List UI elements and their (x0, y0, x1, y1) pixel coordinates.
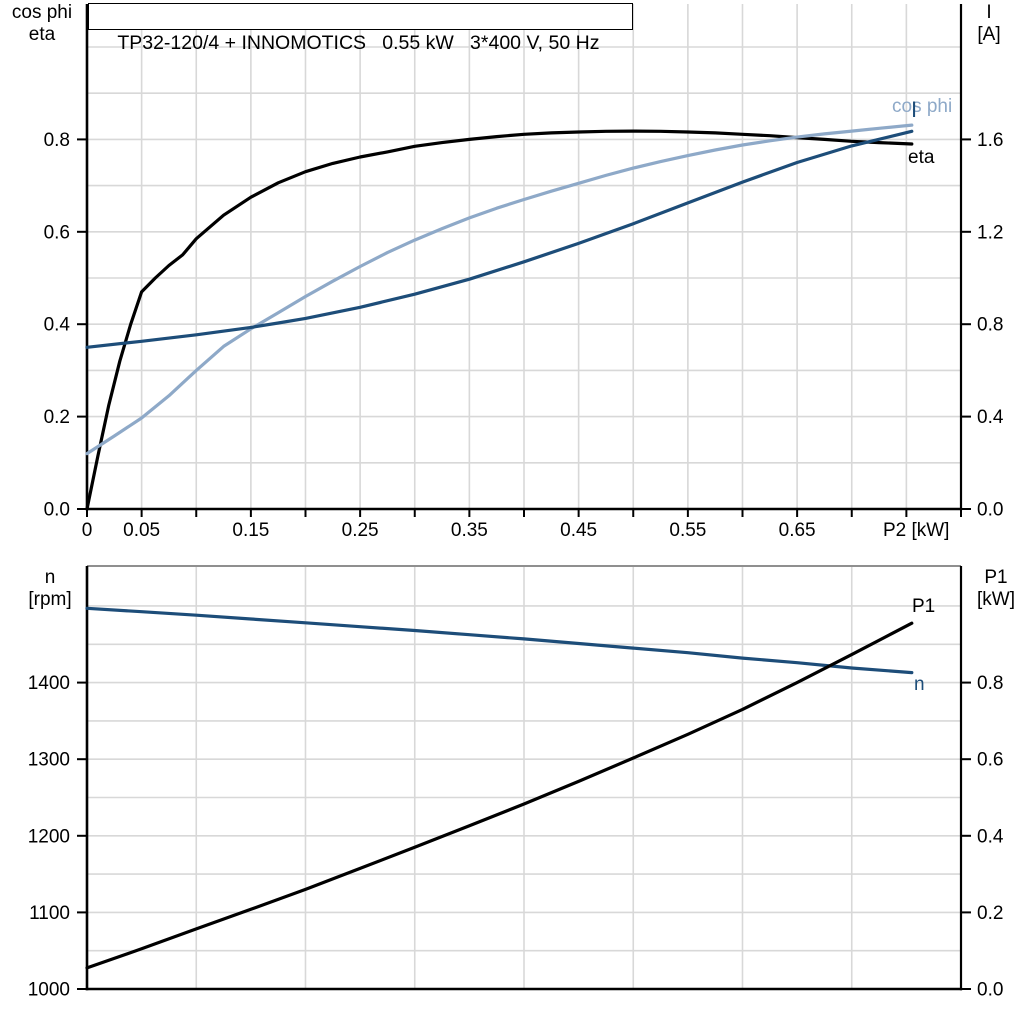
right-axis-tick-label: 0.4 (977, 407, 1004, 428)
right-axis-tick-label: 0.0 (977, 980, 1003, 1001)
left-axis-tick-label: 1000 (28, 980, 70, 1001)
top-chart-left-axis-header: cos phi eta (4, 2, 80, 46)
left-axis-tick-label: 1400 (28, 673, 70, 694)
x-axis-tick-label: 0.15 (232, 520, 269, 541)
x-axis-tick-label: 0 (82, 520, 93, 541)
right-axis-tick-label: 0.2 (977, 903, 1003, 924)
gridlines (87, 565, 961, 989)
current-axis-title: I (986, 2, 992, 23)
x-axis-tick-label: 0.45 (560, 520, 597, 541)
cos-phi-curve-label: cos phi (892, 96, 952, 117)
n-series: n (85, 606, 925, 695)
P1-curve-label: P1 (912, 596, 935, 617)
top-chart: 0.0 0.2 0.4 0.6 0.8 0.0 0.4 0.8 1.2 1.6 0 0.05 0.15 0… (44, 4, 1004, 541)
left-axis-tick-label: 0.2 (44, 407, 70, 428)
I-series: I (85, 97, 917, 349)
axes (85, 566, 963, 991)
left-axis-tick-label: 1100 (29, 903, 70, 924)
right-axis-tick-label: 0.6 (977, 750, 1003, 771)
cos-phi-curve (85, 123, 914, 456)
bottom-chart-left-axis-header: n [rpm] (14, 567, 86, 611)
left-axis-tick-label: 0.8 (44, 130, 70, 151)
left-axis-tick-label: 0.0 (44, 500, 70, 521)
bottom-chart: 1000 1100 1200 1300 1400 0.0 0.2 0.4 0.6 0.8 n P1 (28, 565, 1004, 1001)
left-axis-tick-label: 0.6 (44, 222, 70, 243)
top-chart-right-axis-header: I [A] (961, 2, 1017, 46)
cos-phi-series: cos phi (85, 96, 952, 456)
x-axis-tick-label: 0.55 (669, 520, 706, 541)
right-axis-tick-label: 0.0 (977, 500, 1003, 521)
right-axis-tick-label: 1.6 (977, 130, 1003, 151)
P1-series: P1 (85, 596, 935, 970)
cos-phi-axis-title: cos phi (11, 2, 73, 23)
I-curve (85, 129, 914, 349)
tick-marks: 0.0 0.2 0.4 0.6 0.8 0.0 0.4 0.8 1.2 1.6 0 0.05 0.15 0… (44, 130, 1004, 541)
eta-series: eta (85, 129, 935, 511)
P1-curve (85, 621, 914, 970)
right-axis-tick-label: 1.2 (977, 222, 1003, 243)
x-axis-tick-label: 0.35 (451, 520, 488, 541)
n-curve-label: n (914, 674, 925, 695)
left-axis-tick-label: 1300 (28, 750, 70, 771)
right-axis-tick-label: 0.4 (977, 826, 1004, 847)
left-axis-tick-label: 0.4 (44, 315, 71, 336)
input-power-axis-unit: [kW] (977, 589, 1015, 610)
x-axis-tick-label: 0.05 (123, 520, 160, 541)
right-axis-tick-label: 0.8 (977, 315, 1003, 336)
x-axis-tick-label: 0.65 (779, 520, 816, 541)
gridlines (87, 4, 961, 509)
I-curve-label: I (911, 97, 917, 122)
chart-title-box: TP32-120/4 + INNOMOTICS 0.55 kW 3*400 V,… (88, 3, 633, 54)
eta-curve-label: eta (908, 147, 935, 168)
x-axis-tick-label: 0.25 (342, 520, 379, 541)
x-axis-label: P2 [kW] (883, 520, 950, 541)
speed-axis-unit: [rpm] (28, 589, 72, 610)
right-axis-tick-label: 0.8 (977, 673, 1003, 694)
tick-marks: 1000 1100 1200 1300 1400 0.0 0.2 0.4 0.6 0.8 (28, 673, 1004, 1000)
input-power-axis-title: P1 (984, 567, 1008, 588)
eta-curve (85, 129, 914, 511)
current-axis-unit: [A] (977, 24, 1001, 45)
eta-axis-title: eta (28, 24, 56, 45)
left-axis-tick-label: 1200 (28, 826, 70, 847)
speed-axis-title: n (44, 567, 56, 588)
chart-title-text: TP32-120/4 + INNOMOTICS 0.55 kW 3*400 V,… (117, 32, 600, 54)
n-curve (85, 606, 914, 675)
bottom-chart-right-axis-header: P1 [kW] (967, 567, 1024, 611)
